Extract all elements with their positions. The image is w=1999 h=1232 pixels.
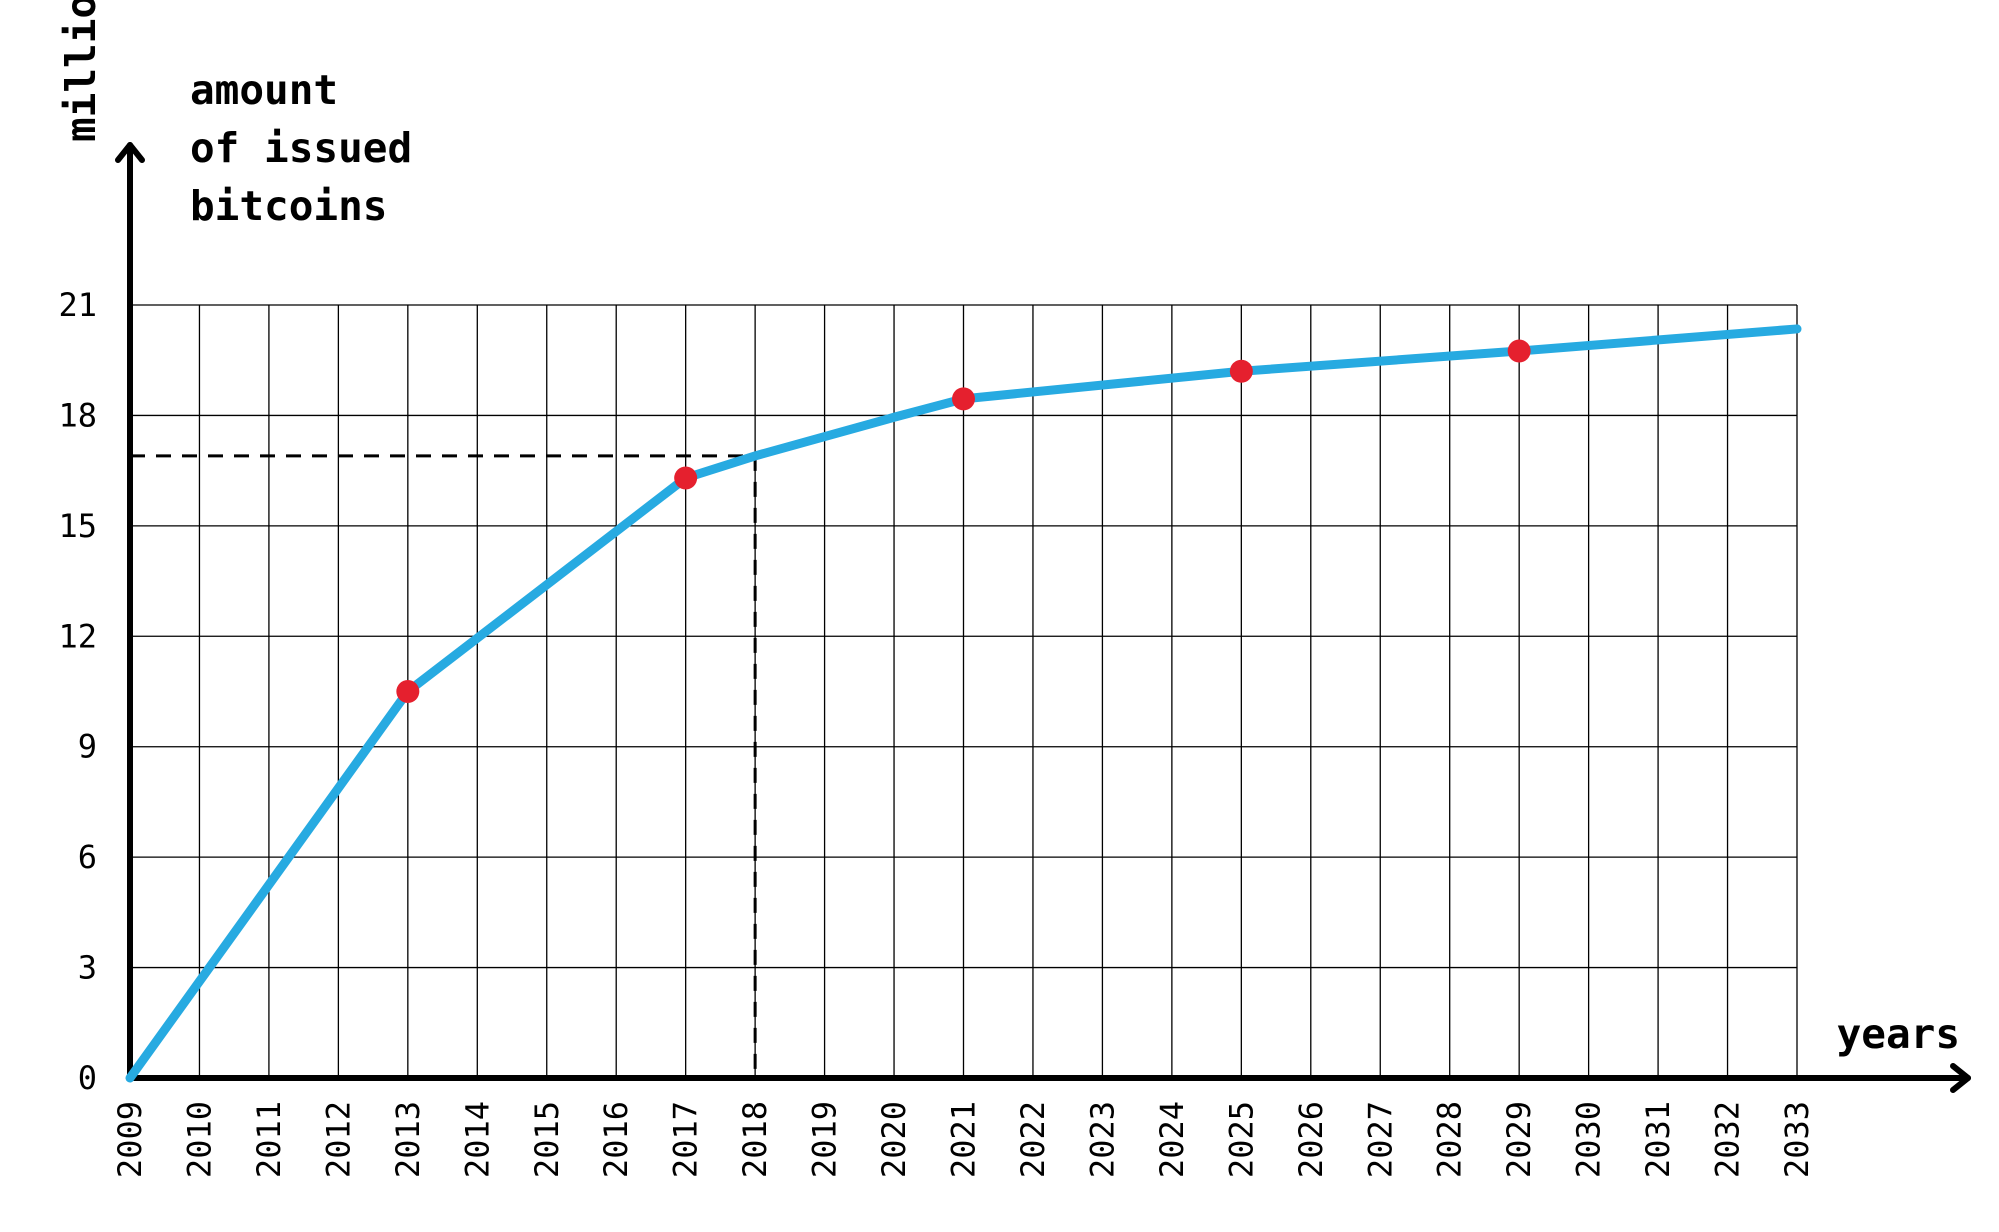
x-tick-label-2023: 2023 <box>1083 1101 1121 1178</box>
series-layer <box>125 324 1802 1083</box>
y-tick-label-18: 18 <box>58 396 97 434</box>
grid <box>129 304 1798 1079</box>
x-tick-label-2014: 2014 <box>458 1101 496 1178</box>
x-tick-label-2022: 2022 <box>1014 1101 1052 1178</box>
x-axis-arrow-icon <box>1950 1063 1971 1093</box>
y-axis-title-line-3: bitcoins <box>190 182 387 230</box>
x-tick-label-2026: 2026 <box>1292 1101 1330 1178</box>
y-tick-label-3: 3 <box>78 949 97 987</box>
x-tick-label-2010: 2010 <box>180 1101 218 1178</box>
y-axis-title-line-1: amount <box>190 66 338 114</box>
x-tick-label-2028: 2028 <box>1431 1101 1469 1178</box>
x-tick-label-2027: 2027 <box>1361 1101 1399 1178</box>
y-tick-label-21: 21 <box>58 286 97 324</box>
x-tick-label-2019: 2019 <box>806 1101 844 1178</box>
x-tick-label-2016: 2016 <box>597 1101 635 1178</box>
y-tick-label-0: 0 <box>78 1059 97 1097</box>
y-tick-label-12: 12 <box>58 617 97 655</box>
x-tick-label-2009: 2009 <box>111 1101 149 1178</box>
x-tick-label-2029: 2029 <box>1500 1101 1538 1178</box>
data-point-2025 <box>1229 359 1253 383</box>
x-tick-label-2033: 2033 <box>1778 1101 1816 1178</box>
data-point-2021 <box>952 387 975 411</box>
y-tick-label-15: 15 <box>58 507 97 545</box>
x-tick-label-2012: 2012 <box>319 1101 357 1178</box>
x-tick-label-2020: 2020 <box>875 1101 913 1178</box>
y-axis-title-line-2: of issued <box>190 124 412 172</box>
x-axis-title: years <box>1837 1010 1960 1058</box>
x-tick-label-2017: 2017 <box>667 1101 705 1178</box>
x-tick-label-2032: 2032 <box>1709 1101 1747 1178</box>
y-axis-unit-label: millions <box>57 0 105 142</box>
x-tick-label-2011: 2011 <box>250 1101 288 1178</box>
x-tick-label-2021: 2021 <box>945 1101 983 1178</box>
x-tick-label-2025: 2025 <box>1222 1101 1260 1178</box>
y-axis-arrow-icon <box>115 142 145 163</box>
reference-lines <box>130 454 757 1078</box>
y-tick-label-9: 9 <box>78 728 97 766</box>
x-tick-labels: 2009 2010 2011 2012 2013 2014 2015 2016 2017 2018… <box>111 1101 1816 1178</box>
x-tick-label-2024: 2024 <box>1153 1101 1191 1178</box>
y-tick-labels: 0 3 6 9 12 15 18 21 <box>58 286 97 1097</box>
highlight-points <box>396 339 1531 703</box>
x-tick-label-2013: 2013 <box>389 1101 427 1178</box>
data-point-2013 <box>396 680 420 703</box>
series-line-0 <box>125 324 1802 1083</box>
x-tick-label-2031: 2031 <box>1639 1101 1677 1178</box>
y-tick-label-6: 6 <box>78 838 97 876</box>
axes <box>115 142 1971 1093</box>
data-point-2017 <box>674 466 698 490</box>
x-tick-label-2015: 2015 <box>528 1101 566 1178</box>
data-point-2029 <box>1507 339 1531 363</box>
x-tick-label-2030: 2030 <box>1570 1101 1608 1178</box>
x-tick-label-2018: 2018 <box>736 1101 774 1178</box>
